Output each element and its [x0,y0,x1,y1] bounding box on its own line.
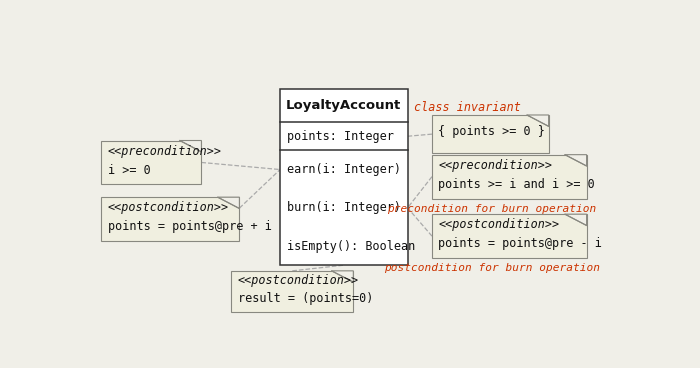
Text: points >= i and i >= 0: points >= i and i >= 0 [438,178,595,191]
Text: burn(i: Integer): burn(i: Integer) [287,201,401,214]
Polygon shape [565,214,587,226]
FancyBboxPatch shape [101,197,239,241]
Text: points = points@pre - i: points = points@pre - i [438,237,603,250]
FancyBboxPatch shape [432,214,587,258]
Text: <<precondition>>: <<precondition>> [108,145,222,158]
Text: points = points@pre + i: points = points@pre + i [108,220,272,233]
Polygon shape [218,197,239,209]
FancyBboxPatch shape [432,155,587,199]
FancyBboxPatch shape [101,141,202,184]
Text: { points >= 0 }: { points >= 0 } [438,125,545,138]
Polygon shape [527,115,549,126]
Text: earn(i: Integer): earn(i: Integer) [287,163,401,176]
Text: points: Integer: points: Integer [287,130,394,143]
FancyBboxPatch shape [280,89,407,265]
Text: postcondition for burn operation: postcondition for burn operation [384,263,600,273]
Polygon shape [332,271,354,282]
FancyBboxPatch shape [432,115,549,153]
Polygon shape [565,155,587,166]
Text: isEmpty(): Boolean: isEmpty(): Boolean [287,240,415,252]
Text: result = (points=0): result = (points=0) [238,292,373,305]
Text: class invariant: class invariant [414,102,521,114]
Text: <<postcondition>>: <<postcondition>> [238,274,359,287]
Text: <<postcondition>>: <<postcondition>> [108,201,229,214]
Text: precondition for burn operation: precondition for burn operation [387,204,596,213]
Text: <<postcondition>>: <<postcondition>> [438,218,559,231]
Text: LoyaltyAccount: LoyaltyAccount [286,99,402,112]
Text: <<precondition>>: <<precondition>> [438,159,552,172]
Polygon shape [180,141,202,152]
Text: i >= 0: i >= 0 [108,164,150,177]
FancyBboxPatch shape [231,271,354,312]
